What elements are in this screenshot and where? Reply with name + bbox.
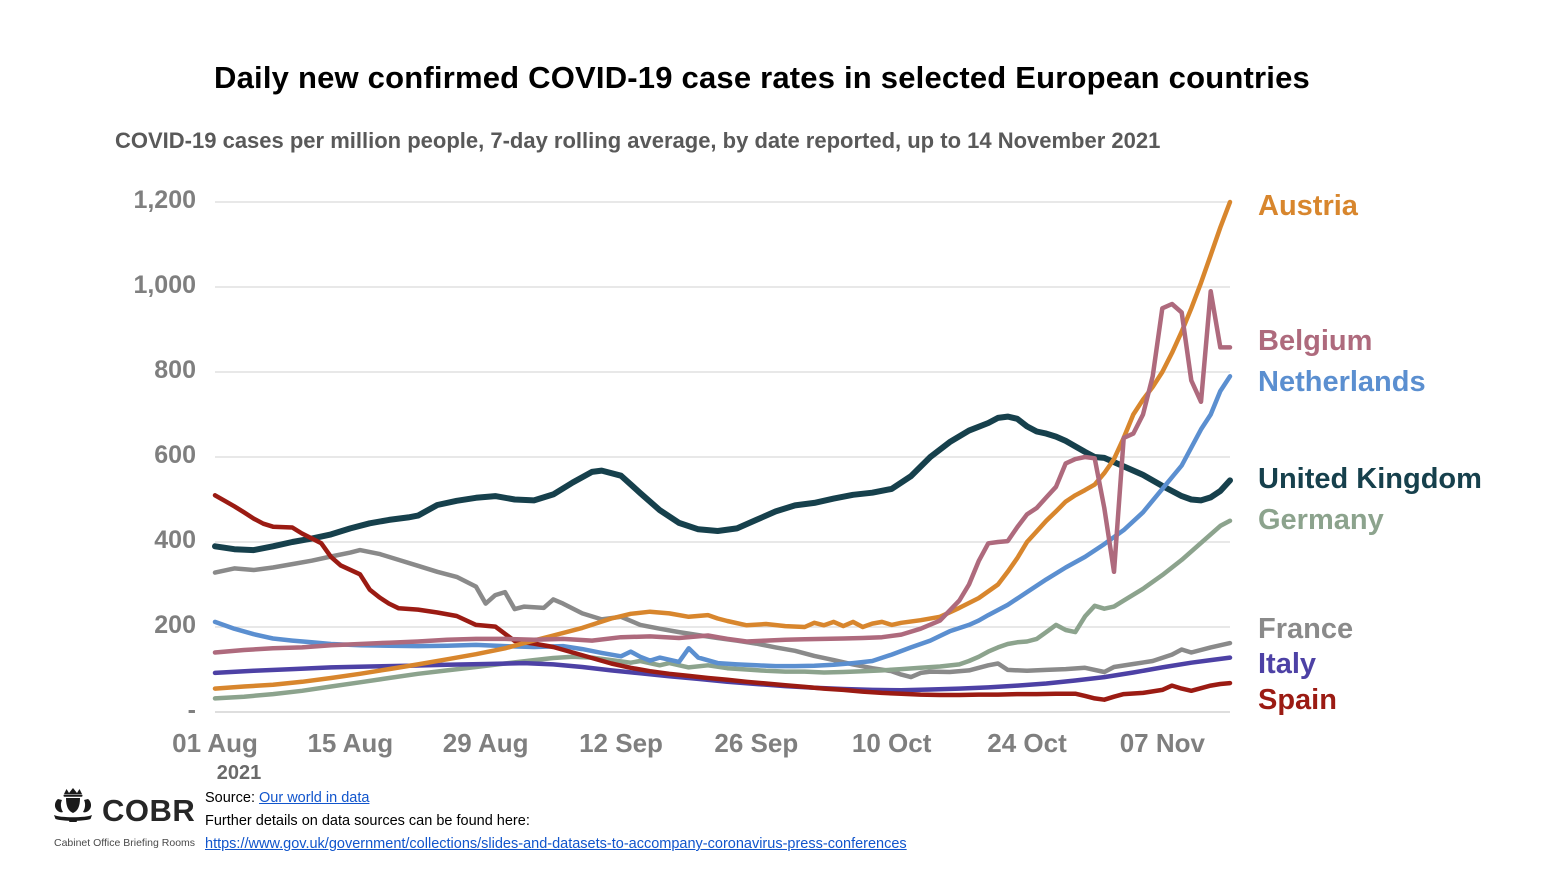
- cobr-logo-text: COBR: [102, 792, 196, 828]
- legend-label-france: France: [1258, 613, 1354, 646]
- x-axis-tick-label: 15 Aug: [307, 728, 394, 758]
- cobr-logo: COBR Cabinet Office Briefing Rooms: [50, 786, 220, 849]
- y-axis-tick-label-1200: 1,200: [133, 186, 196, 214]
- legend-label-belgium: Belgium: [1258, 325, 1373, 358]
- y-axis-tick-label-200: 200: [154, 611, 196, 639]
- y-axis-tick-label-400: 400: [154, 526, 196, 554]
- legend-label-austria: Austria: [1258, 190, 1358, 222]
- chart-subtitle: COVID-19 cases per million people, 7-day…: [115, 128, 1161, 153]
- legend-label-germany: Germany: [1258, 503, 1384, 536]
- series-line-united-kingdom: [212, 413, 1233, 554]
- x-axis-tick-label: 10 Oct: [851, 728, 932, 758]
- series-line-austria: [212, 199, 1233, 691]
- legend-label-united-kingdom: United Kingdom: [1258, 463, 1482, 496]
- series-line-spain: [212, 493, 1233, 702]
- series-line-belgium: [212, 289, 1233, 655]
- source-link[interactable]: Our world in data: [259, 790, 370, 806]
- x-axis-year-label: 2021: [216, 762, 262, 784]
- legend-label-italy: Italy: [1258, 647, 1317, 680]
- series-line-france: [212, 547, 1233, 680]
- y-axis-tick-label-600: 600: [154, 441, 196, 469]
- details-link[interactable]: https://www.gov.uk/government/collection…: [205, 836, 907, 852]
- cobr-logo-tagline: Cabinet Office Briefing Rooms: [54, 837, 196, 849]
- y-axis-tick-label-800: 800: [154, 356, 196, 384]
- legend-label-netherlands: Netherlands: [1258, 366, 1426, 399]
- series-line-netherlands: [212, 374, 1233, 669]
- chart-title: Daily new confirmed COVID-19 case rates …: [214, 60, 1310, 95]
- x-axis-tick-label: 26 Sep: [714, 728, 799, 758]
- x-axis-tick-label: 01 Aug: [172, 728, 258, 758]
- source-block: Source: Our world in data Further detail…: [205, 787, 907, 856]
- x-axis-tick-label: 24 Oct: [987, 728, 1067, 758]
- x-axis-tick-label: 29 Aug: [442, 728, 529, 758]
- source-label: Source:: [205, 790, 255, 806]
- x-axis-tick-label: 07 Nov: [1119, 728, 1205, 758]
- x-axis-tick-label: 12 Sep: [579, 728, 663, 758]
- y-axis-tick-label-0: -: [187, 696, 196, 724]
- y-axis-tick-label-1000: 1,000: [133, 271, 196, 299]
- royal-coat-of-arms-icon: [50, 786, 96, 835]
- details-text: Further details on data sources can be f…: [205, 813, 530, 829]
- legend-label-spain: Spain: [1258, 684, 1337, 717]
